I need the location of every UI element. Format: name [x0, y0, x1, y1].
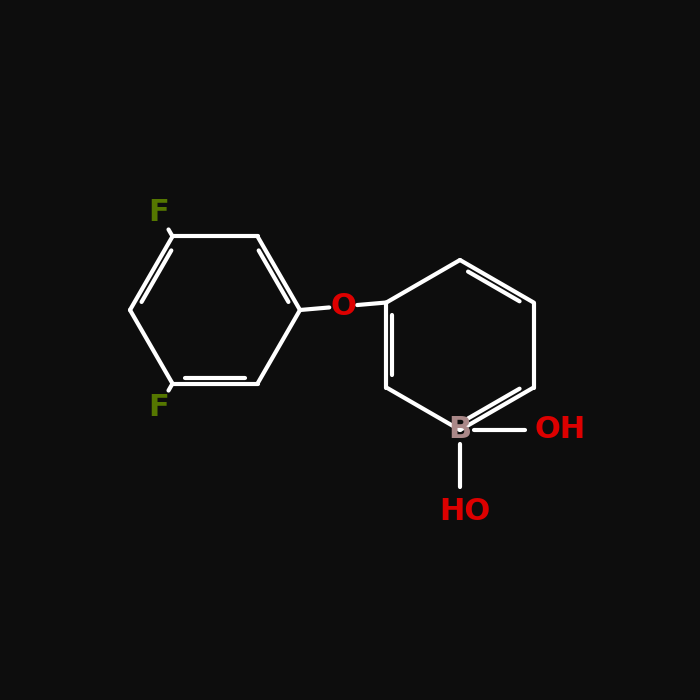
Text: F: F [148, 197, 169, 227]
Text: B: B [449, 416, 472, 444]
Text: F: F [148, 393, 169, 422]
Text: HO: HO [440, 497, 491, 526]
Text: OH: OH [535, 416, 587, 444]
Text: O: O [330, 292, 356, 321]
